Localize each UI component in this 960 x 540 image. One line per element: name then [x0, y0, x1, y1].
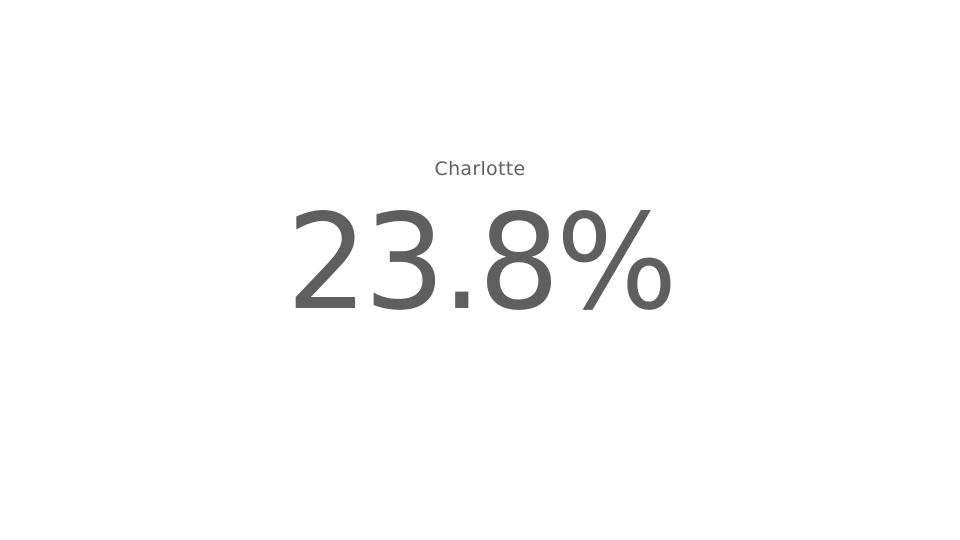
kpi-value: 23.8% — [286, 186, 677, 340]
kpi-label: Charlotte — [434, 158, 526, 180]
